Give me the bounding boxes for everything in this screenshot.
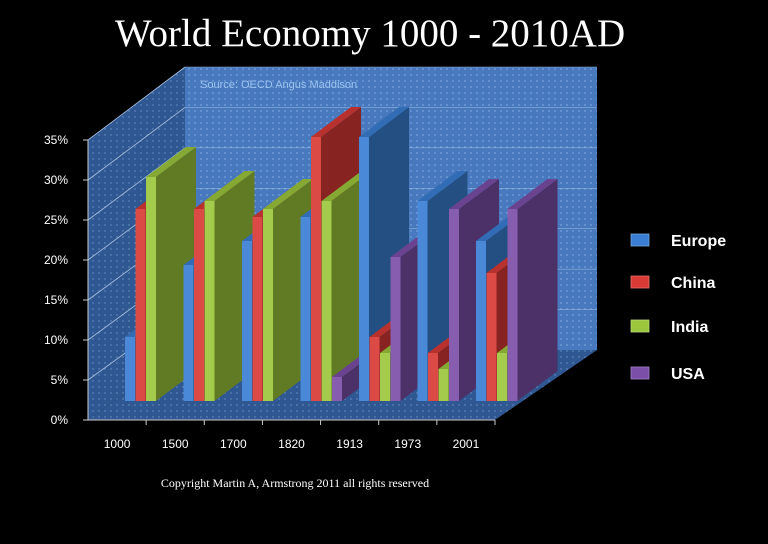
bar-top — [449, 179, 499, 209]
bar-front — [204, 201, 215, 401]
bar-top — [146, 147, 196, 177]
bar-front — [359, 137, 369, 401]
legend-swatch — [630, 275, 650, 289]
bar-top — [507, 179, 558, 209]
x-tick-label: 1973 — [394, 437, 421, 451]
chart-source: Source: OECD Angus Maddison — [200, 79, 357, 91]
legend-item-china: China — [630, 275, 716, 292]
axes: 0% 5% 10% 15% 20% 25% 30% 35% 1000 1500 1700 1820 19… — [44, 133, 496, 451]
legend-swatch — [630, 233, 650, 247]
bar-front — [476, 241, 486, 401]
y-tick-label: 15% — [44, 293, 68, 307]
y-tick-label: 10% — [44, 333, 68, 347]
bar-front — [125, 337, 135, 401]
x-tick-label: 1500 — [162, 437, 189, 451]
y-tick-label: 0% — [51, 413, 69, 427]
legend-item-usa: USA — [630, 366, 705, 383]
legend-label: Europe — [671, 233, 726, 250]
legend-label: China — [671, 275, 716, 292]
x-tick-label: 2001 — [453, 437, 480, 451]
bar-front — [263, 209, 273, 401]
bar-front — [135, 209, 146, 401]
bar-front — [428, 353, 438, 401]
bar-usa-2001 — [507, 179, 558, 401]
legend-swatch — [630, 366, 650, 380]
bar-top — [204, 171, 255, 201]
bar-front — [321, 201, 332, 401]
x-tick-label: 1913 — [336, 437, 363, 451]
bar-front — [332, 377, 342, 401]
bar-top — [359, 107, 409, 137]
x-tick-label: 1000 — [104, 437, 131, 451]
bar-front — [380, 353, 390, 401]
y-tick-label: 20% — [44, 253, 68, 267]
bar-front — [194, 209, 204, 401]
bar-front — [507, 209, 518, 401]
gridline — [87, 66, 186, 141]
legend-item-india: India — [630, 319, 708, 336]
x-tick-label: 1820 — [278, 437, 305, 451]
legend-item-europe: Europe — [630, 233, 726, 250]
legend: Europe China India USA — [630, 233, 726, 383]
y-tick-label: 5% — [51, 373, 69, 387]
bar-front — [252, 217, 263, 401]
bar-front — [369, 337, 380, 401]
bar-front — [146, 177, 156, 401]
bar-top — [417, 171, 468, 201]
bar-front — [183, 265, 194, 401]
y-tick-label: 25% — [44, 213, 68, 227]
gridline — [87, 107, 186, 181]
y-tick-label: 35% — [44, 133, 68, 147]
bar-front — [497, 353, 507, 401]
bar-front — [311, 137, 321, 401]
y-tick-label: 30% — [44, 173, 68, 187]
bar-front — [417, 201, 428, 401]
legend-label: USA — [671, 366, 705, 383]
bar-front — [300, 217, 311, 401]
bar-front — [390, 257, 401, 401]
legend-label: India — [671, 319, 708, 336]
bar-top — [311, 107, 361, 137]
bar-side — [517, 179, 558, 401]
bars — [125, 107, 558, 401]
bar-front — [486, 273, 497, 401]
bar-front — [449, 209, 459, 401]
copyright-text: Copyright Martin A, Armstrong 2011 all r… — [161, 476, 429, 490]
bar-top — [263, 179, 313, 209]
legend-swatch — [630, 319, 650, 333]
chart-title: World Economy 1000 - 2010AD — [115, 12, 625, 55]
bar-front — [242, 241, 252, 401]
bar-front — [438, 369, 449, 401]
x-tick-label: 1700 — [220, 437, 247, 451]
